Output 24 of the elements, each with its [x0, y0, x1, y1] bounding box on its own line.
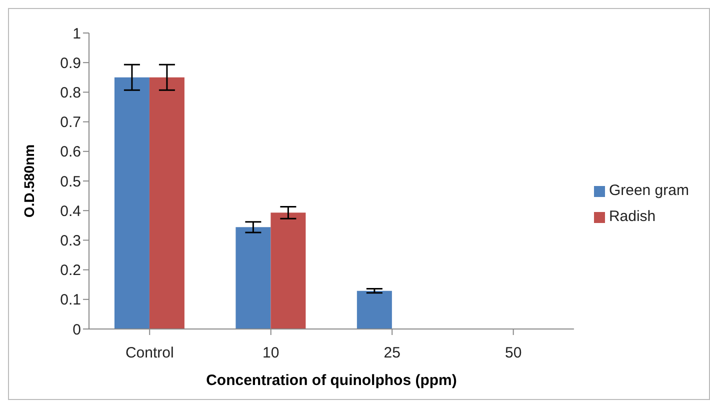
y-axis-title: O.D.580nm [20, 144, 37, 218]
legend-label: Radish [608, 208, 656, 225]
y-tick-label: 0.2 [60, 262, 81, 280]
y-tick-label: 0.9 [60, 54, 81, 72]
y-tick-label: 0.6 [60, 144, 81, 161]
bar [236, 227, 271, 329]
bar [114, 77, 150, 329]
bar [270, 212, 306, 329]
y-tick-label: 0.3 [60, 232, 81, 250]
x-tick-label: Control [125, 344, 174, 362]
x-axis-title: Concentration of quinolphos (ppm) [206, 372, 457, 389]
legend-label: Green gram [608, 182, 689, 199]
y-tick-label: 0.7 [60, 114, 81, 132]
bar [356, 290, 392, 329]
y-tick-label: 1 [72, 25, 81, 42]
y-tick-label: 0 [72, 321, 81, 338]
y-tick-label: 0.1 [60, 292, 81, 309]
y-tick-label: 0.5 [60, 173, 81, 190]
y-tick-label: 0.4 [60, 202, 81, 220]
x-tick-label: 10 [262, 344, 280, 362]
x-tick-label: 50 [504, 344, 522, 362]
bar [149, 77, 184, 329]
y-tick-label: 0.8 [60, 84, 81, 102]
x-tick-label: 25 [384, 344, 400, 362]
